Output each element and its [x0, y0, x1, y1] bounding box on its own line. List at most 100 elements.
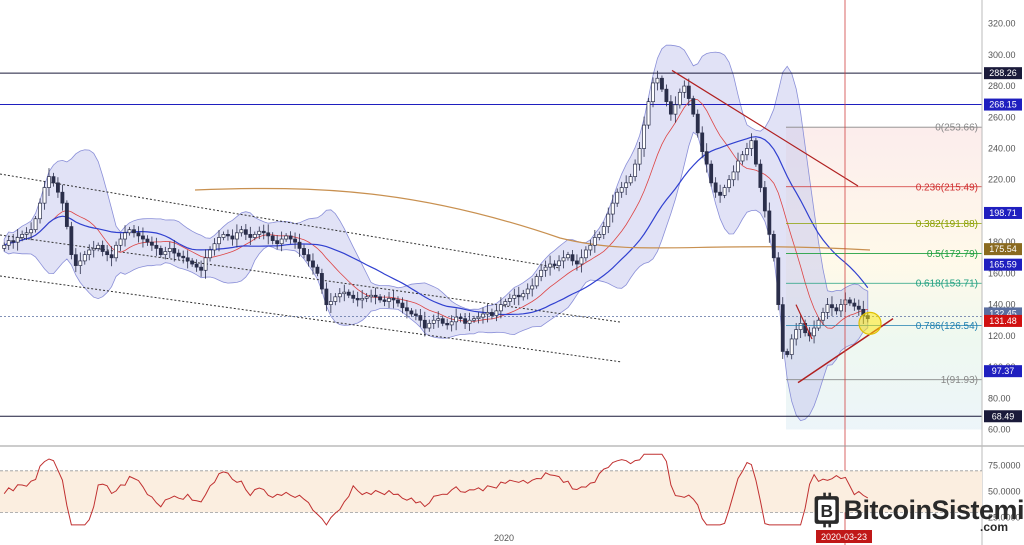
rsi-tick-label: 25.0000 — [988, 513, 1021, 523]
x-tick-label: 2020 — [494, 533, 514, 543]
candle — [427, 323, 432, 329]
candle — [212, 243, 217, 251]
price-tag — [984, 206, 1022, 219]
candle — [821, 312, 825, 321]
candle — [373, 294, 378, 298]
candle — [736, 160, 740, 173]
price-tag-label: 97.37 — [992, 366, 1015, 376]
candle — [100, 244, 105, 252]
candle — [2, 244, 7, 249]
candle — [686, 85, 691, 99]
candle — [226, 234, 230, 237]
candle — [660, 77, 664, 90]
candle — [29, 229, 33, 234]
fib-label: 0(253.66) — [935, 123, 978, 134]
candle — [449, 321, 454, 326]
candle — [722, 187, 727, 196]
watermark-suffix: .com — [979, 520, 1008, 534]
candle — [396, 299, 400, 304]
candle — [42, 187, 47, 204]
candle — [87, 249, 92, 256]
price-tag — [984, 365, 1022, 378]
candle — [239, 229, 244, 234]
price-tag-label: 268.15 — [989, 100, 1017, 110]
candle — [490, 312, 494, 316]
candle — [132, 229, 136, 234]
resistance-line — [671, 69, 859, 187]
candle — [503, 301, 508, 305]
price-tag-label: 175.54 — [989, 244, 1017, 254]
candle — [82, 254, 87, 262]
candle — [288, 235, 293, 240]
candle — [47, 176, 51, 188]
candle — [382, 299, 387, 302]
fib-label: 0.786(126.54) — [916, 321, 978, 332]
candle — [355, 298, 360, 301]
candle — [745, 148, 749, 156]
horizontal-levels — [0, 72, 982, 417]
price-tag — [984, 410, 1022, 423]
candle — [431, 319, 436, 324]
candle — [794, 329, 799, 340]
price-tag-label: 288.26 — [989, 68, 1017, 78]
fib-label: 0.236(215.49) — [916, 182, 978, 193]
candle — [208, 249, 212, 259]
candle — [149, 241, 154, 246]
candle — [181, 255, 186, 259]
candle — [51, 176, 56, 184]
candle — [588, 244, 593, 251]
candle — [606, 213, 611, 227]
candle — [561, 257, 566, 262]
candle — [548, 263, 553, 268]
candle — [302, 248, 306, 256]
candle — [221, 234, 226, 238]
candle — [655, 77, 660, 84]
y-tick-label: 160.00 — [988, 268, 1016, 278]
candle — [306, 254, 311, 262]
candle — [391, 298, 396, 301]
price-tag — [984, 243, 1022, 256]
candle — [328, 301, 333, 305]
candle — [38, 202, 42, 220]
candle — [839, 304, 843, 312]
rsi-tick-label: 50.0000 — [988, 487, 1021, 497]
candle — [266, 232, 271, 237]
candle — [319, 273, 324, 290]
price-tag — [984, 98, 1022, 111]
ma-slow-line — [194, 187, 871, 251]
candle — [566, 254, 570, 259]
candle — [557, 260, 561, 266]
candle — [642, 124, 646, 149]
candle — [141, 235, 145, 240]
y-tick-label: 280.00 — [988, 81, 1016, 91]
candle — [597, 234, 602, 238]
candle — [498, 304, 503, 312]
candle — [109, 254, 114, 259]
candle — [651, 82, 655, 103]
candle — [628, 176, 633, 184]
price-tag-label: 198.71 — [989, 208, 1017, 218]
price-tag-label: 165.59 — [989, 260, 1017, 270]
candle — [481, 313, 485, 318]
candle — [812, 327, 816, 337]
candle — [485, 312, 490, 315]
candle — [78, 260, 83, 266]
y-tick-label: 120.00 — [988, 331, 1016, 341]
candle — [847, 299, 852, 304]
candle — [351, 294, 356, 299]
candle — [324, 288, 329, 305]
candle — [422, 319, 427, 329]
channel-lower — [0, 275, 623, 363]
y-tick-label: 80.00 — [988, 393, 1011, 403]
candle — [583, 249, 588, 259]
candle — [601, 226, 606, 235]
candle — [785, 351, 790, 355]
y-tick-label: 140.00 — [988, 300, 1016, 310]
candle — [20, 234, 25, 238]
rsi-panel: 75.0000 50.0000 25.0000 — [0, 453, 1021, 526]
watermark-brand: BitcoinSistemi — [843, 494, 1024, 525]
candle — [530, 285, 535, 290]
candle — [440, 318, 445, 324]
candle — [230, 235, 235, 240]
